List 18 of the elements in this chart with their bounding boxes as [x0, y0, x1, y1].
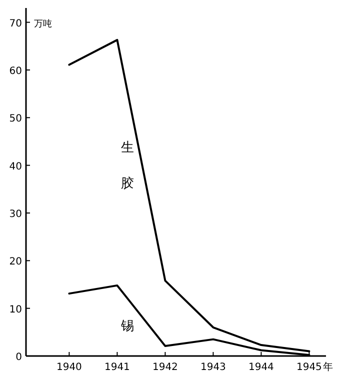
x-tick-label: 1942	[152, 362, 178, 373]
y-tick-label: 60	[9, 66, 22, 77]
y-tick-label: 50	[9, 114, 22, 125]
x-tick-label: 1940	[56, 362, 82, 373]
y-tick-label: 40	[9, 161, 22, 172]
y-tick-label: 20	[9, 256, 22, 268]
text: 生胶	[120, 129, 135, 202]
y-tick-label: 0	[16, 352, 22, 363]
x-axis-title: 年	[323, 361, 334, 373]
x-tick-label: 1945	[296, 362, 322, 373]
text: 锡	[120, 309, 136, 346]
y-tick-label: 10	[9, 304, 22, 316]
x-tick-label: 1944	[248, 362, 274, 373]
x-tick-label: 1943	[200, 362, 226, 373]
y-tick-label: 70	[9, 18, 22, 30]
y-axis-title: 万吨	[34, 18, 52, 30]
x-tick-label: 1941	[104, 362, 130, 373]
y-tick-label: 30	[9, 208, 22, 220]
